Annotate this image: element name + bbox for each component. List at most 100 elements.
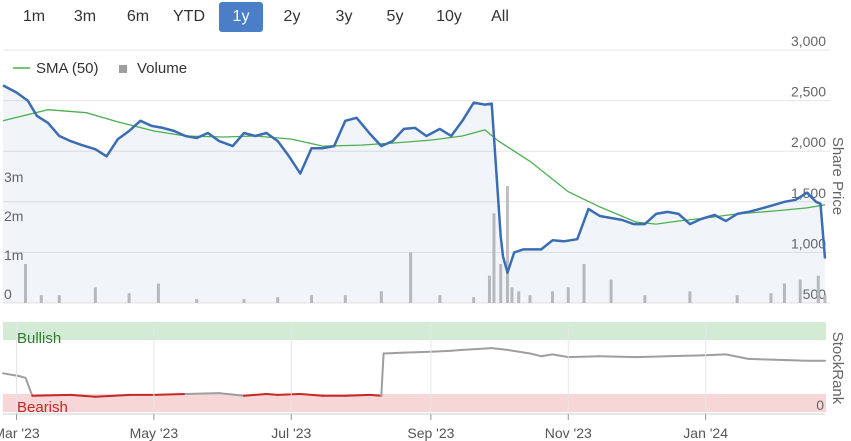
volume-bar: [551, 291, 555, 303]
stockrank-segment: [152, 393, 187, 396]
stockrank-segment: [461, 348, 480, 351]
volume-bar: [609, 279, 613, 303]
stockrank-segment: [540, 353, 554, 358]
range-button-ytd[interactable]: YTD: [173, 8, 205, 25]
volume-bar: [93, 287, 97, 303]
stockrank-segment: [218, 392, 245, 397]
stockrank-segment: [402, 350, 432, 354]
stockrank-segment: [506, 348, 531, 355]
stockrank-segment: [265, 393, 279, 396]
stockrank-segment: [529, 352, 543, 358]
legend-volume-swatch: [119, 65, 127, 73]
volume-bar: [39, 295, 43, 303]
volume-bar: [409, 252, 413, 303]
volume-tick-label: 2m: [4, 208, 23, 224]
stockrank-segment: [276, 393, 302, 396]
price-tick-label: 3,000: [791, 33, 826, 49]
stockrank-segment: [31, 393, 72, 397]
stockrank-segment: [551, 353, 570, 359]
range-button-1y[interactable]: 1y: [219, 2, 263, 32]
stockrank-segment: [299, 393, 324, 397]
volume-bar: [688, 291, 692, 303]
x-tick-label: Sep '23: [407, 425, 454, 441]
volume-bar: [195, 299, 199, 303]
volume-bar: [782, 283, 786, 303]
range-button-all[interactable]: All: [491, 8, 509, 25]
bearish-label: Bearish: [17, 399, 68, 416]
x-tick-label: Jan '24: [683, 425, 728, 441]
stockrank-segment: [429, 349, 453, 353]
volume-bar: [276, 297, 280, 303]
volume-bar: [582, 264, 586, 303]
price-axis-title: Share Price: [829, 137, 846, 215]
range-button-10y[interactable]: 10y: [436, 8, 462, 25]
x-tick-label: Nov '23: [545, 425, 592, 441]
stockrank-segment: [704, 353, 727, 357]
volume-bar: [127, 293, 131, 303]
stockrank-segment: [184, 392, 221, 395]
bullish-band: [3, 322, 826, 340]
stockrank-segment: [369, 393, 383, 397]
price-line: [2, 84, 827, 274]
stockrank-segment: [382, 351, 405, 355]
volume-bar: [156, 283, 160, 303]
volume-bar: [643, 295, 647, 303]
bearish-band: [3, 394, 826, 412]
bullish-label: Bullish: [17, 330, 61, 347]
price-tick-label: 2,000: [791, 134, 826, 150]
volume-bar: [517, 291, 521, 303]
stockrank-segment: [598, 355, 637, 359]
stockrank-segment: [490, 347, 509, 351]
price-tick-label: 500: [803, 286, 827, 302]
volume-tick-label: 3m: [4, 169, 23, 185]
price-area: [3, 85, 825, 304]
volume-bar: [492, 213, 496, 303]
stockrank-segment: [774, 358, 808, 362]
volume-bar: [472, 297, 476, 303]
volume-bar: [57, 295, 61, 303]
volume-bar: [379, 291, 383, 303]
stockrank-axis-title: StockRank: [829, 332, 846, 405]
volume-bar: [438, 295, 442, 303]
volume-bar: [816, 275, 820, 303]
volume-bar: [343, 295, 347, 303]
range-selector: 1m 3m 6m YTD 1y 2y 3y 5y 10y All: [0, 0, 851, 36]
stockrank-segment: [747, 357, 777, 361]
volume-bar: [24, 264, 28, 303]
x-tick-label: Jul '23: [271, 425, 311, 441]
volume-bar: [769, 293, 773, 303]
price-plot-area: [3, 48, 825, 303]
volume-bar: [735, 295, 739, 303]
stockrank-segment: [24, 376, 34, 397]
volume-bar: [242, 299, 246, 303]
stockrank-segment: [666, 354, 707, 358]
range-button-1m[interactable]: 1m: [22, 8, 46, 25]
stockrank-segment: [380, 352, 385, 397]
stockrank-segment: [567, 355, 601, 359]
range-button-2y[interactable]: 2y: [283, 8, 301, 25]
volume-bar: [310, 295, 314, 303]
volume-bar: [528, 295, 532, 303]
stockrank-segment: [94, 393, 131, 398]
x-tick-label: May '23: [130, 425, 179, 441]
stockrank-segment: [634, 355, 669, 359]
stockrank-segment: [243, 393, 268, 397]
range-button-5y[interactable]: 5y: [386, 8, 404, 25]
volume-tick-label: 0: [4, 286, 12, 302]
range-button-6m[interactable]: 6m: [126, 8, 150, 25]
stockrank-segment: [477, 347, 493, 350]
x-tick-label: Mar '23: [0, 425, 40, 441]
stockrank-segment: [69, 393, 97, 398]
volume-bar: [505, 186, 509, 303]
range-button-3m[interactable]: 3m: [73, 8, 97, 25]
price-tick-label: 1,000: [791, 235, 826, 251]
stockrank-segment: [724, 353, 750, 360]
price-tick-label: 2,500: [791, 84, 826, 100]
range-button-3y[interactable]: 3y: [335, 8, 353, 25]
sma-line: [2, 109, 826, 225]
volume-bar: [823, 295, 827, 303]
legend-sma-label: SMA (50): [36, 60, 99, 77]
volume-tick-label: 1m: [4, 247, 23, 263]
stockrank-segment: [17, 375, 27, 379]
